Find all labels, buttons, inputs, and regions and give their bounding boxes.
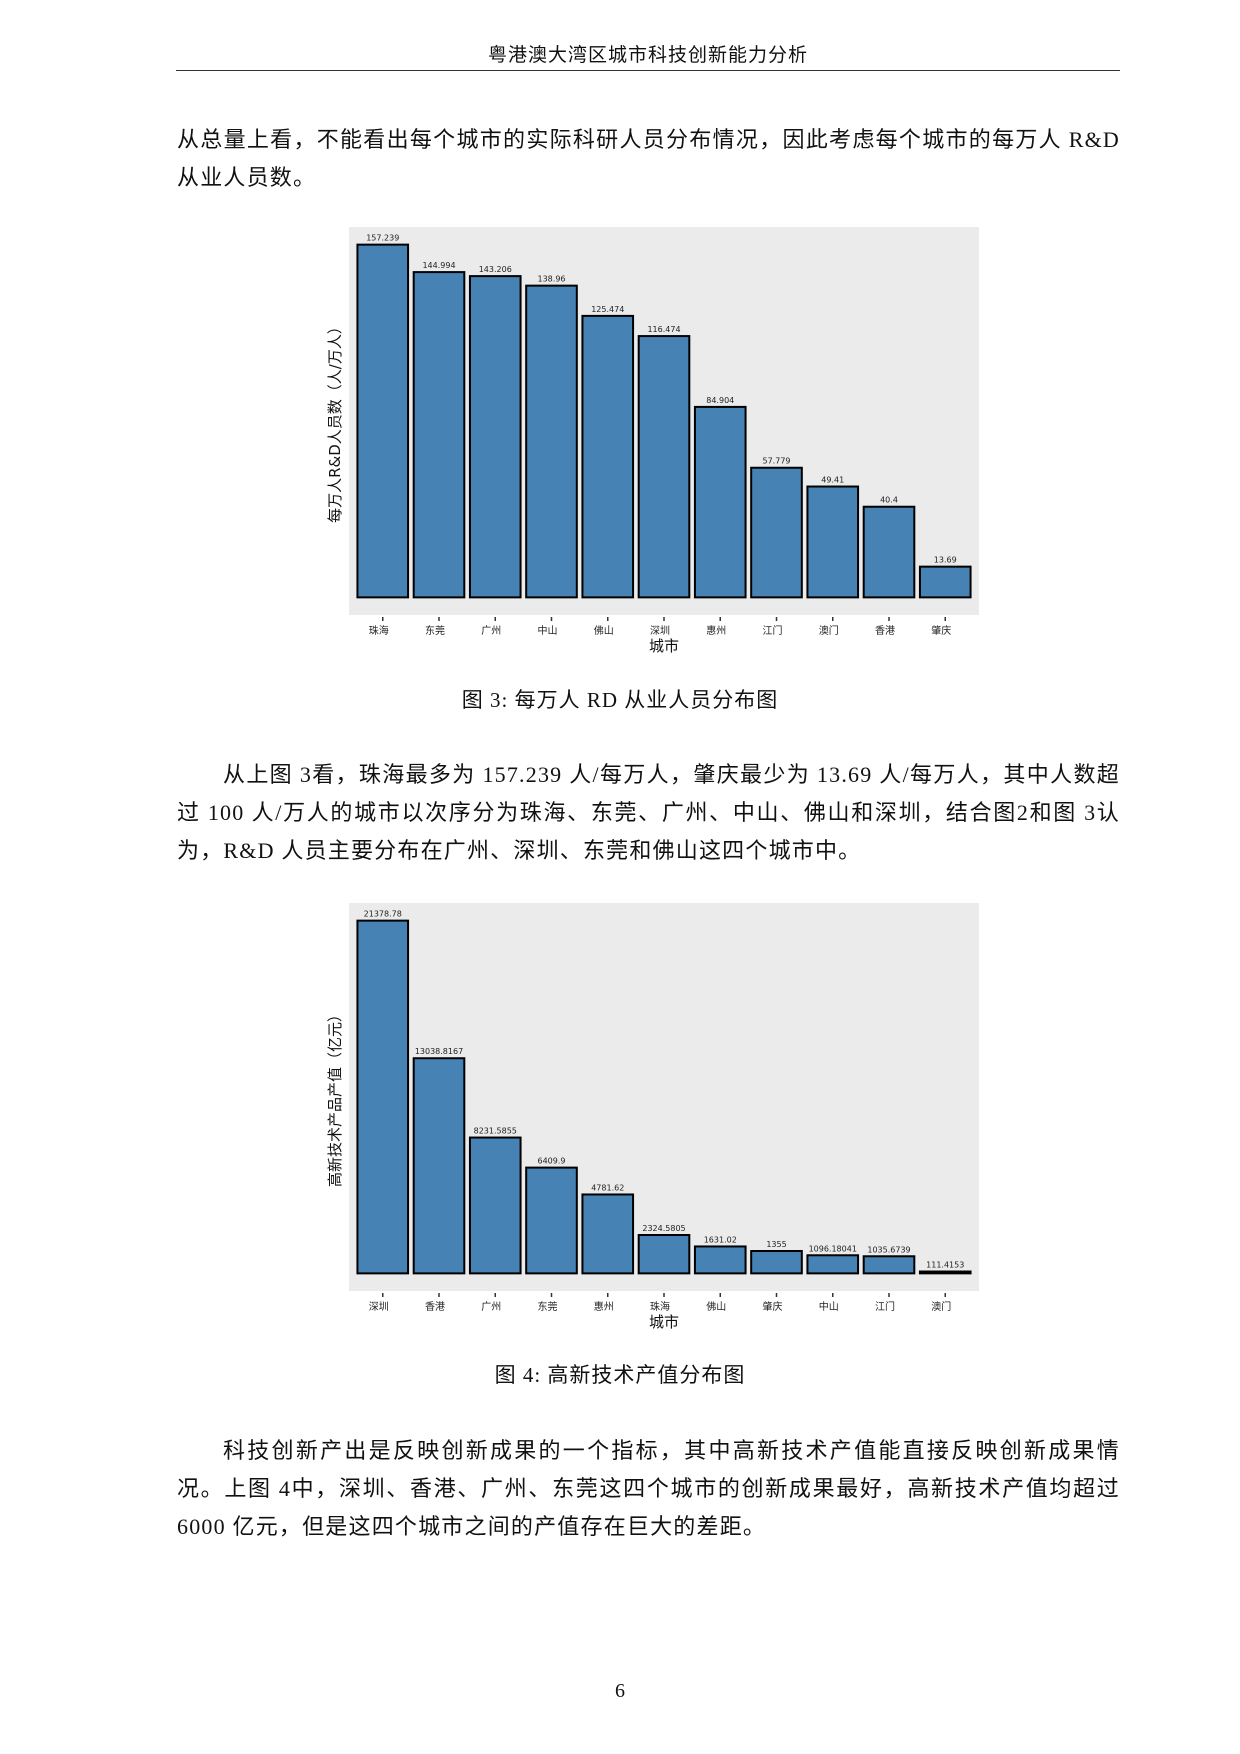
data-label: 40.4 — [880, 496, 898, 505]
data-label: 13.69 — [934, 556, 957, 565]
data-label: 138.96 — [538, 275, 566, 284]
x-tick-label: 香港 — [425, 1301, 445, 1313]
data-label: 21378.78 — [364, 910, 402, 919]
bar — [412, 271, 466, 599]
bar — [581, 1193, 635, 1275]
x-tick-label: 香港 — [875, 625, 895, 637]
x-tick-label: 澳门 — [931, 1300, 951, 1313]
paragraph-1: 从总量上看，不能看出每个城市的实际科研人员分布情况，因此考虑每个城市的每万人 R… — [177, 127, 1120, 190]
bar — [750, 1250, 803, 1275]
bar — [862, 505, 916, 599]
bar — [468, 1136, 522, 1275]
x-tick-label: 广州 — [481, 1301, 501, 1313]
data-label: 1631.02 — [704, 1235, 737, 1244]
data-label: 2324.5805 — [642, 1224, 685, 1233]
bar — [412, 1057, 466, 1275]
bar — [750, 466, 803, 599]
bar — [356, 243, 410, 599]
bar — [637, 335, 691, 599]
header-divider — [176, 70, 1120, 71]
x-tick-label: 深圳 — [650, 625, 670, 637]
x-tick-label: 澳门 — [819, 624, 839, 637]
bar — [806, 485, 860, 599]
data-label: 157.239 — [366, 234, 399, 243]
running-header: 粤港澳大湾区城市科技创新能力分析 — [487, 45, 808, 66]
bar — [525, 284, 578, 599]
bar — [862, 1255, 916, 1275]
data-label: 49.41 — [821, 476, 844, 485]
data-label: 143.206 — [479, 265, 512, 274]
x-tick-label: 珠海 — [650, 1300, 670, 1313]
bar — [581, 314, 635, 599]
x-tick-label: 东莞 — [538, 1300, 558, 1313]
x-tick-label: 中山 — [819, 1300, 839, 1313]
chart-rd-per-10k: 157.239 珠海 144.994 东莞 143.206 广州 138.96 中山 125.4… — [326, 227, 979, 655]
x-axis-title: 城市 — [649, 637, 679, 655]
x-tick-label: 东莞 — [425, 624, 445, 637]
x-tick-label: 佛山 — [594, 624, 614, 637]
bar — [356, 919, 410, 1275]
x-tick-label: 江门 — [763, 624, 783, 637]
data-label: 125.474 — [591, 305, 624, 314]
figure-4-caption: 图 4: 高新技术产值分布图 — [494, 1363, 746, 1387]
data-label: 1035.6739 — [867, 1245, 910, 1254]
figure-3-caption: 图 3: 每万人 RD 从业人员分布图 — [461, 688, 779, 712]
x-tick-label: 珠海 — [369, 624, 389, 637]
data-label: 57.779 — [763, 457, 791, 466]
data-label: 13038.8167 — [415, 1047, 463, 1056]
bar — [637, 1234, 691, 1275]
bar — [693, 1245, 747, 1275]
data-label: 1355 — [766, 1240, 786, 1249]
x-tick-label: 深圳 — [369, 1301, 389, 1313]
bar — [525, 1166, 578, 1275]
y-axis-title: 高新技术产品产值（亿元） — [326, 1007, 344, 1187]
bar — [918, 1270, 972, 1275]
x-tick-label: 惠州 — [706, 624, 726, 637]
page-number: 6 — [615, 1680, 625, 1702]
data-label: 6409.9 — [538, 1157, 566, 1166]
data-label: 1096.18041 — [809, 1244, 857, 1253]
data-label: 4781.62 — [591, 1183, 624, 1192]
paragraph-2: 从上图 3看，珠海最多为 157.239 人/每万人，肇庆最少为 13.69 人… — [177, 762, 1120, 863]
x-tick-label: 中山 — [538, 624, 558, 637]
x-tick-label: 佛山 — [706, 1300, 726, 1313]
data-label: 111.4153 — [926, 1261, 964, 1270]
bar — [918, 565, 972, 599]
x-tick-label: 广州 — [481, 625, 501, 637]
bar — [693, 405, 747, 599]
x-axis-title: 城市 — [649, 1313, 679, 1331]
chart-hightech-output: 21378.78 深圳 13038.8167 香港 8231.5855 广州 6409.9 东… — [326, 903, 979, 1331]
x-tick-label: 肇庆 — [763, 1300, 783, 1313]
data-label: 84.904 — [706, 396, 734, 405]
x-tick-label: 肇庆 — [931, 624, 951, 637]
paragraph-3: 科技创新产出是反映创新成果的一个指标，其中高新技术产值能直接反映创新成果情况。上… — [177, 1438, 1120, 1539]
data-label: 8231.5855 — [474, 1127, 517, 1136]
bar — [468, 275, 522, 599]
bar — [806, 1254, 860, 1275]
x-tick-label: 惠州 — [594, 1300, 614, 1313]
data-label: 144.994 — [422, 261, 455, 270]
y-axis-title: 每万人R&D人员数（人/万人） — [326, 319, 344, 523]
x-tick-label: 江门 — [875, 1300, 895, 1313]
data-label: 116.474 — [647, 325, 680, 334]
